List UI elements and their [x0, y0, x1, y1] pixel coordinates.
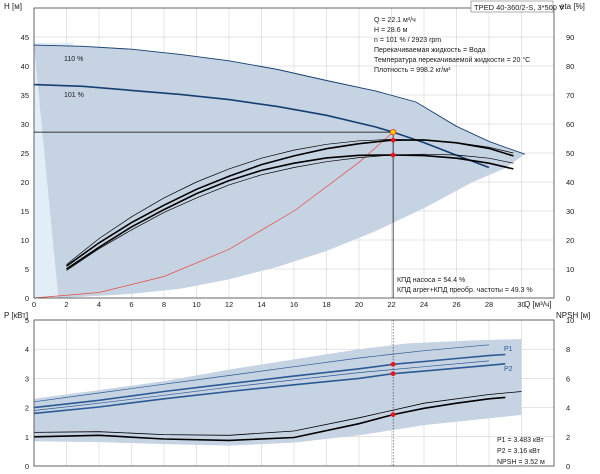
x-tick-label: 26	[452, 300, 460, 309]
y-tick-label-right: 70	[566, 91, 574, 100]
x-tick-label: 22	[387, 300, 395, 309]
head-axis-label: H [м]	[4, 2, 22, 11]
info-speed: n = 101 % / 2923 rpm	[374, 37, 441, 44]
x-tick-label: 4	[97, 300, 101, 309]
x-tick-label: 10	[192, 300, 200, 309]
x-tick-label: 14	[257, 300, 265, 309]
operating-range-band	[34, 45, 525, 298]
y-tick-label-left: 20	[21, 178, 29, 187]
info-temperature: Температура перекачиваемой жидкости = 20…	[374, 56, 530, 64]
x-tick-label: 2	[64, 300, 68, 309]
y-tick-label-right: 0	[566, 294, 570, 303]
efficiency-duty-mark	[390, 152, 396, 158]
power-y-tick-label: 2	[25, 404, 29, 413]
power-info-block: P1 = 3.483 кВт P2 = 3.16 кВт NPSH = 3.52…	[497, 437, 545, 466]
y-tick-label-right: 90	[566, 33, 574, 42]
power-series-line	[33, 363, 506, 415]
x-tick-label: 28	[485, 300, 493, 309]
info-head: H = 28.6 м	[374, 27, 408, 34]
power-axis-label: P [кВт]	[4, 311, 28, 320]
y-tick-label-right: 20	[566, 236, 574, 245]
x-tick-label: 6	[129, 300, 133, 309]
x-tick-label: 12	[225, 300, 233, 309]
info-total-efficiency: КПД агрег+КПД преобр. частоты = 49.3 %	[397, 286, 533, 294]
npsh-axis-label: NPSH [м]	[556, 311, 590, 320]
y-tick-label-left: 35	[21, 91, 29, 100]
model-label-box	[470, 0, 554, 13]
y-tick-label-right: 60	[566, 120, 574, 129]
power-y-tick-label: 3	[25, 374, 29, 383]
info-npsh: NPSH = 3.52 м	[497, 459, 545, 466]
power-y-tick-label: 0	[25, 462, 29, 471]
npsh-y-tick-label: 0	[566, 462, 570, 471]
power-y-tick-label: 1	[25, 433, 29, 442]
power-series-line	[33, 391, 522, 436]
info-density: Плотность = 998.2 кг/м³	[374, 67, 451, 74]
power-y-tick-label: 4	[25, 345, 29, 354]
head-series-line	[33, 44, 525, 155]
npsh-y-tick-label: 4	[566, 404, 570, 413]
power-series-line	[33, 396, 506, 442]
head-efficiency-chart: 0 2 4 6 8 10 12 14 16 18 20 22 24 26 28 300510152025303…	[21, 7, 574, 309]
power-series-line	[33, 353, 506, 409]
x-tick-label: 18	[322, 300, 330, 309]
y-tick-label-left: 40	[21, 62, 29, 71]
model-label: TPED 40-360/2-S, 3*500 V	[474, 3, 564, 12]
efficiency-info-block: КПД насоса = 54.4 % КПД агрег+КПД преобр…	[397, 277, 533, 294]
power-operating-band	[34, 339, 522, 446]
x-tick-label: 30	[517, 300, 525, 309]
head-series-line	[66, 154, 514, 270]
head-plot-frame	[33, 7, 555, 299]
eta-axis-label: eta [%]	[560, 2, 585, 11]
npsh-y-tick-label: 8	[566, 345, 570, 354]
y-tick-label-left: 45	[21, 33, 29, 42]
npsh-y-tick-label: 2	[566, 433, 570, 442]
y-tick-label-right: 50	[566, 149, 574, 158]
curve-label-110: 110 %	[64, 56, 83, 63]
y-tick-label-right: 40	[566, 178, 574, 187]
x-tick-label: 16	[290, 300, 298, 309]
power-series-line	[33, 344, 490, 403]
curve-label-101: 101 %	[64, 92, 84, 99]
efficiency-duty-mark	[390, 137, 396, 143]
power-duty-mark	[390, 412, 396, 418]
curve-label-p2: P2	[504, 366, 513, 373]
y-tick-label-right: 30	[566, 207, 574, 216]
y-tick-label-left: 15	[21, 207, 29, 216]
power-y-tick-label: 5	[25, 316, 29, 325]
x-tick-label: 8	[162, 300, 166, 309]
y-tick-label-left: 25	[21, 149, 29, 158]
x-tick-label: 20	[355, 300, 363, 309]
power-series-line	[33, 360, 490, 411]
power-npsh-chart: 0 1 2 3 4 5 0 2 4 6 8 10	[25, 316, 575, 471]
system-curve	[33, 131, 394, 299]
y-tick-label-left: 5	[25, 265, 29, 274]
x-tick-label: 24	[420, 300, 428, 309]
power-duty-mark	[390, 371, 396, 377]
duty-info-block: Q = 22.1 м³/ч H = 28.6 м n = 101 % / 292…	[374, 17, 530, 74]
npsh-y-tick-label: 6	[566, 374, 570, 383]
info-p1: P1 = 3.483 кВт	[497, 437, 545, 444]
info-flow: Q = 22.1 м³/ч	[374, 17, 416, 24]
y-tick-label-left: 0	[25, 294, 29, 303]
power-duty-mark	[390, 361, 396, 367]
y-tick-label-left: 10	[21, 236, 29, 245]
y-tick-label-right: 10	[566, 265, 574, 274]
x-tick-label: 0	[32, 300, 36, 309]
head-series-line	[66, 153, 514, 271]
info-liquid: Перекачиваемая жидкость = Вода	[374, 47, 486, 54]
flow-axis-label: Q [м³/ч]	[524, 300, 551, 309]
curve-label-p1: P1	[504, 346, 513, 353]
power-plot-frame	[33, 319, 555, 467]
head-series-line	[33, 83, 490, 169]
info-p2: P2 = 3.16 кВт	[497, 448, 541, 455]
info-pump-efficiency: КПД насоса = 54.4 %	[397, 277, 465, 284]
npsh-y-tick-label: 10	[566, 316, 574, 325]
head-series-line	[66, 139, 514, 265]
y-tick-label-right: 80	[566, 62, 574, 71]
y-tick-label-left: 30	[21, 120, 29, 129]
duty-point-marker	[390, 129, 397, 136]
